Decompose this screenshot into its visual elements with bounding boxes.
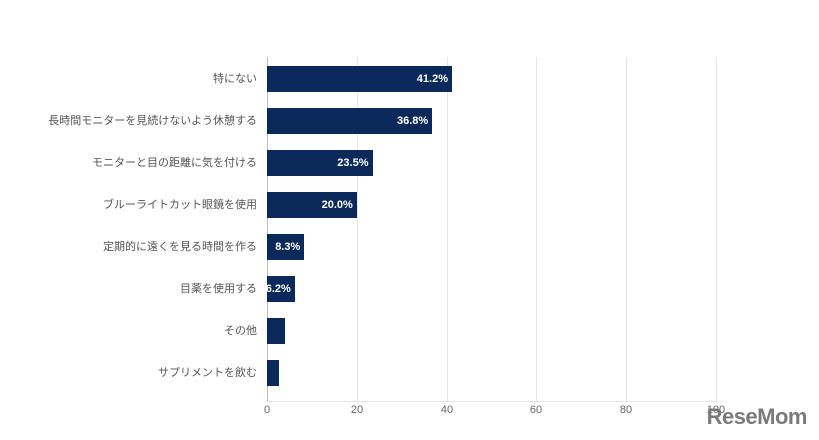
bar: 41.2% bbox=[267, 66, 452, 92]
category-label: 目薬を使用する bbox=[180, 282, 257, 295]
bar bbox=[267, 360, 280, 386]
x-tick-label: 60 bbox=[529, 404, 543, 416]
gridline-20 bbox=[357, 57, 358, 402]
bar-value-label: 41.2% bbox=[416, 73, 448, 85]
gridline-40 bbox=[447, 57, 448, 402]
gridline-100 bbox=[716, 57, 717, 402]
resemom-logo: ReseMom bbox=[706, 404, 808, 429]
bar-value-label: 20.0% bbox=[321, 199, 353, 211]
bar-value-label: 23.5% bbox=[337, 157, 369, 169]
bar: 6.2% bbox=[265, 276, 295, 302]
bar-value-label: 6.2% bbox=[265, 283, 291, 295]
x-tick-label: 0 bbox=[263, 404, 271, 416]
plot-area: 41.2% 36.8% 23.5% 20.0% 8.3% 6.2% bbox=[265, 57, 717, 402]
x-axis-line bbox=[267, 401, 716, 402]
bar: 23.5% bbox=[267, 150, 373, 176]
category-label: その他 bbox=[224, 324, 257, 337]
x-tick-label: 20 bbox=[350, 404, 364, 416]
bar-value-label: 8.3% bbox=[275, 241, 301, 253]
gridline-60 bbox=[536, 57, 537, 402]
bar-value-label: 36.8% bbox=[397, 115, 429, 127]
category-label: モニターと目の距離に気を付ける bbox=[92, 156, 257, 169]
gridline-80 bbox=[626, 57, 627, 402]
bar: 8.3% bbox=[267, 234, 305, 260]
bar: 36.8% bbox=[267, 108, 433, 134]
category-label: 長時間モニターを見続けないよう休憩する bbox=[48, 114, 257, 127]
bar: 20.0% bbox=[267, 192, 357, 218]
category-label: サプリメントを飲む bbox=[158, 366, 257, 379]
x-tick-label: 40 bbox=[440, 404, 454, 416]
x-tick-label: 80 bbox=[619, 404, 633, 416]
y-axis-line bbox=[267, 57, 268, 402]
category-label: 特にない bbox=[213, 72, 257, 85]
bar bbox=[267, 318, 285, 344]
x-tick-label: 100 bbox=[706, 404, 726, 416]
category-label: 定期的に遠くを見る時間を作る bbox=[103, 240, 257, 253]
category-label: ブルーライトカット眼鏡を使用 bbox=[103, 198, 257, 211]
